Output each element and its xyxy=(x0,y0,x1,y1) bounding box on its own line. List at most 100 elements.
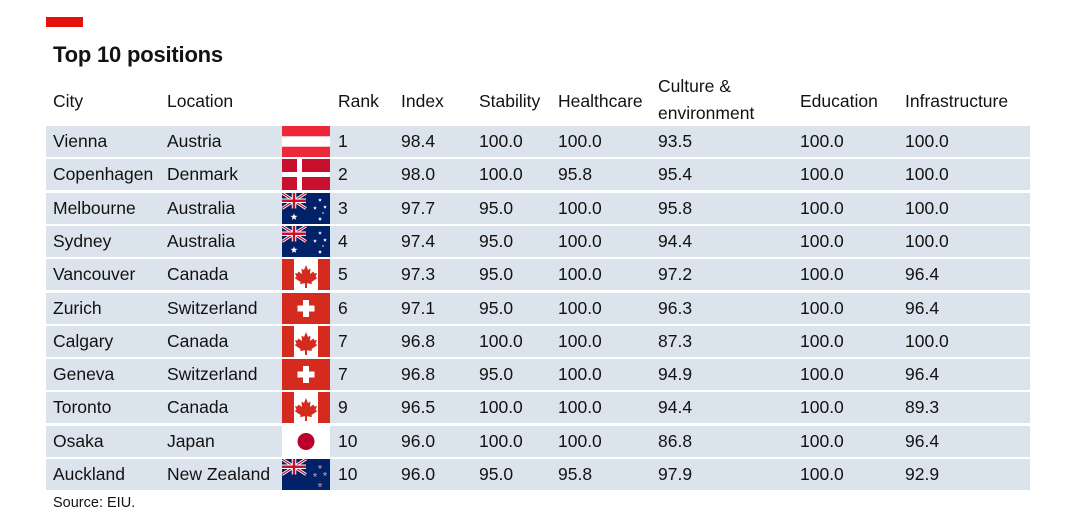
cell-education: 100.0 xyxy=(800,197,844,218)
cell-education: 100.0 xyxy=(800,131,844,151)
cell-location: Denmark xyxy=(167,164,238,185)
table-row: Toronto Canada 9 96.5 100.0 100.0 94.4 100.0 89.… xyxy=(46,392,1030,424)
cell-location: Switzerland xyxy=(167,297,258,318)
header-rank: Rank xyxy=(338,91,379,111)
cell-healthcare: 100.0 xyxy=(558,364,602,385)
cell-healthcare: 100.0 xyxy=(558,397,602,418)
cell-culture: 94.4 xyxy=(658,397,693,418)
austria-flag-icon xyxy=(282,126,330,157)
cell-education: 100.0 xyxy=(800,264,844,285)
cell-education: 100.0 xyxy=(800,364,844,385)
cell-stability: 100.0 xyxy=(479,397,523,418)
cell-culture: 87.3 xyxy=(658,330,693,351)
header-healthcare: Healthcare xyxy=(558,91,643,111)
cell-infrastructure: 100.0 xyxy=(905,164,949,185)
cell-rank: 9 xyxy=(338,397,348,418)
header-index: Index xyxy=(401,91,444,111)
cell-infrastructure: 100.0 xyxy=(905,131,949,151)
table-row: Vancouver Canada 5 97.3 95.0 100.0 97.2 100.0 96… xyxy=(46,259,1030,291)
cell-education: 100.0 xyxy=(800,397,844,418)
cell-location: Australia xyxy=(167,230,236,251)
cell-rank: 1 xyxy=(338,131,348,151)
australia-flag-icon xyxy=(282,225,330,257)
canada-flag-icon xyxy=(282,325,330,357)
cell-stability: 100.0 xyxy=(479,330,523,351)
header-location: Location xyxy=(167,91,234,111)
cell-infrastructure: 100.0 xyxy=(905,330,949,351)
cell-index: 98.0 xyxy=(401,164,436,185)
denmark-flag-icon xyxy=(282,159,330,191)
cell-rank: 6 xyxy=(338,297,348,318)
table-row: Vienna Austria 1 98.4 100.0 100.0 93.5 100.0 100… xyxy=(46,126,1030,157)
cell-index: 96.8 xyxy=(401,330,436,351)
cell-infrastructure: 96.4 xyxy=(905,430,940,451)
cell-rank: 7 xyxy=(338,364,348,385)
cell-city: Osaka xyxy=(53,430,104,451)
canada-flag-icon xyxy=(282,259,330,291)
cell-location: Switzerland xyxy=(167,364,258,385)
cell-stability: 95.0 xyxy=(479,264,514,285)
switzerland-flag-icon xyxy=(282,292,330,324)
cell-culture: 94.9 xyxy=(658,364,693,385)
cell-location: Canada xyxy=(167,330,229,351)
cell-index: 97.1 xyxy=(401,297,436,318)
header-infrastructure: Infrastructure xyxy=(905,91,1009,111)
cell-healthcare: 95.8 xyxy=(558,164,593,185)
cell-location: Canada xyxy=(167,397,229,418)
cell-infrastructure: 89.3 xyxy=(905,397,940,418)
cell-healthcare: 100.0 xyxy=(558,197,602,218)
cell-location: Japan xyxy=(167,430,215,451)
cell-infrastructure: 100.0 xyxy=(905,197,949,218)
table-row: Geneva Switzerland 7 96.8 95.0 100.0 94.9 100.0… xyxy=(46,359,1030,391)
cell-infrastructure: 100.0 xyxy=(905,230,949,251)
cell-infrastructure: 96.4 xyxy=(905,264,940,285)
cell-culture: 97.2 xyxy=(658,264,693,285)
table-row: Auckland New Zealand 10 96.0 95.0 95.8 97.9 100… xyxy=(46,459,1030,490)
header-city: City xyxy=(53,91,84,111)
cell-culture: 97.9 xyxy=(658,464,693,484)
header-culture-line1: Culture & xyxy=(658,76,731,96)
cell-city: Zurich xyxy=(53,297,102,318)
table-row: Calgary Canada 7 96.8 100.0 100.0 87.3 100.0 100… xyxy=(46,325,1030,357)
header-culture: Culture & environment xyxy=(658,73,754,127)
cell-education: 100.0 xyxy=(800,330,844,351)
canada-flag-icon xyxy=(282,392,330,424)
cell-index: 96.0 xyxy=(401,464,436,484)
cell-index: 96.5 xyxy=(401,397,436,418)
cell-city: Melbourne xyxy=(53,197,136,218)
cell-index: 97.3 xyxy=(401,264,436,285)
table-row: Melbourne Australia 3 97.7 95.0 100.0 95.8 100.… xyxy=(46,192,1030,224)
cell-education: 100.0 xyxy=(800,297,844,318)
cell-rank: 10 xyxy=(338,430,358,451)
cell-healthcare: 100.0 xyxy=(558,330,602,351)
switzerland-flag-icon xyxy=(282,359,330,391)
cell-stability: 100.0 xyxy=(479,164,523,185)
australia-flag-icon xyxy=(282,192,330,224)
cell-city: Calgary xyxy=(53,330,114,351)
cell-location: New Zealand xyxy=(167,464,271,484)
cell-education: 100.0 xyxy=(800,164,844,185)
header-education: Education xyxy=(800,91,878,111)
cell-culture: 96.3 xyxy=(658,297,693,318)
cell-education: 100.0 xyxy=(800,430,844,451)
cell-healthcare: 100.0 xyxy=(558,230,602,251)
cell-city: Copenhagen xyxy=(53,164,154,185)
table-row: Copenhagen Denmark 2 98.0 100.0 95.8 95.4 100.0… xyxy=(46,159,1030,191)
cell-infrastructure: 96.4 xyxy=(905,364,940,385)
cell-healthcare: 100.0 xyxy=(558,297,602,318)
cell-stability: 95.0 xyxy=(479,364,514,385)
cell-location: Australia xyxy=(167,197,236,218)
cell-city: Toronto xyxy=(53,397,112,418)
cell-index: 96.0 xyxy=(401,430,436,451)
brand-accent-bar xyxy=(46,17,83,27)
cell-culture: 95.4 xyxy=(658,164,693,185)
cell-location: Canada xyxy=(167,264,229,285)
japan-flag-icon xyxy=(282,425,330,457)
cell-rank: 7 xyxy=(338,330,348,351)
header-stability: Stability xyxy=(479,91,541,111)
cell-stability: 95.0 xyxy=(479,197,514,218)
header-culture-line2: environment xyxy=(658,103,755,123)
cell-education: 100.0 xyxy=(800,230,844,251)
cell-index: 97.4 xyxy=(401,230,436,251)
cell-culture: 94.4 xyxy=(658,230,693,251)
